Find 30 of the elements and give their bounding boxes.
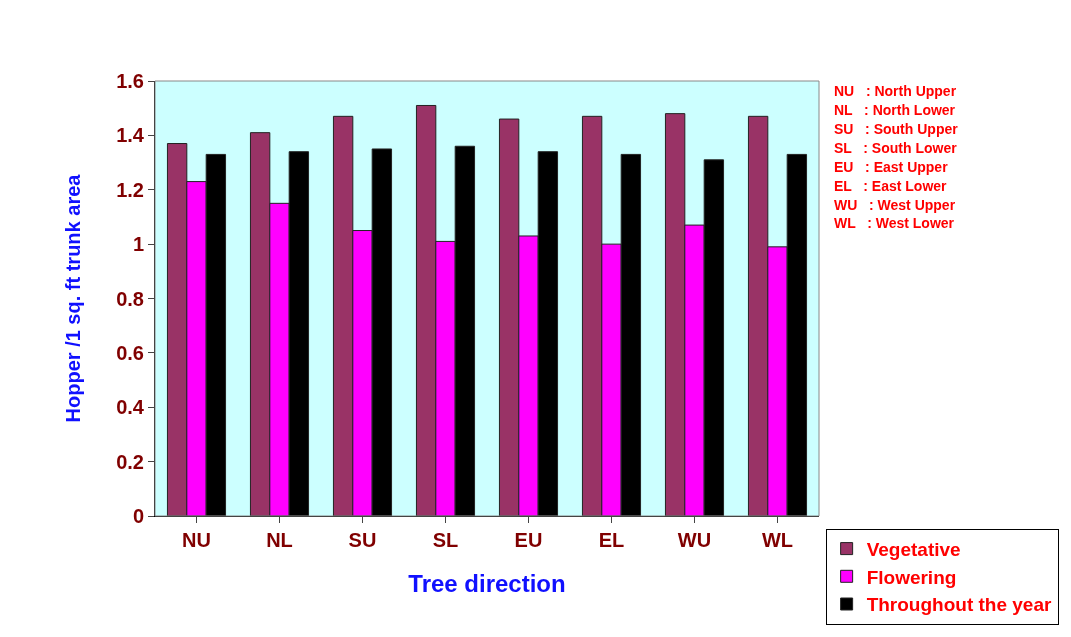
- y-tick-label: 0.6: [116, 341, 144, 364]
- y-axis-title: Hopper /1 sq. ft trunk area: [61, 173, 84, 423]
- x-tick-label: WL: [761, 529, 794, 551]
- x-tick-label: NL: [266, 529, 293, 551]
- x-tick-label: NU: [182, 529, 211, 551]
- text: EU : East Upper: [834, 159, 949, 175]
- x-tick-label: EU: [514, 529, 543, 551]
- y-tick-label: 0.4: [116, 396, 145, 419]
- text: SU : South Upper: [834, 121, 959, 137]
- y-tick-label: 1.4: [116, 124, 145, 147]
- y-tick-label: 0: [132, 505, 144, 527]
- legend-label: Throughout the year: [866, 594, 1052, 616]
- legend-label: Flowering: [866, 566, 957, 588]
- y-tick-label: 0.8: [116, 287, 144, 310]
- y-tick-label: 1.2: [116, 178, 144, 201]
- y-tick-label: 1.6: [116, 70, 144, 92]
- text: NL : North Lower: [834, 102, 956, 118]
- text: NU : North Upper: [834, 83, 957, 99]
- x-tick-label: SL: [432, 529, 459, 551]
- text: WL : West Lower: [834, 215, 955, 231]
- text: SL : South Lower: [834, 140, 958, 156]
- text: WU : West Upper: [834, 197, 956, 213]
- x-axis-title: Tree direction: [408, 570, 566, 598]
- legend-label: Vegetative: [866, 539, 961, 561]
- y-tick-label: 0.2: [116, 450, 144, 473]
- x-tick-label: WU: [677, 529, 712, 551]
- text: EL : East Lower: [834, 178, 948, 194]
- x-tick-label: SU: [348, 529, 377, 551]
- y-tick-label: 1: [132, 233, 144, 256]
- x-tick-label: EL: [598, 529, 625, 551]
